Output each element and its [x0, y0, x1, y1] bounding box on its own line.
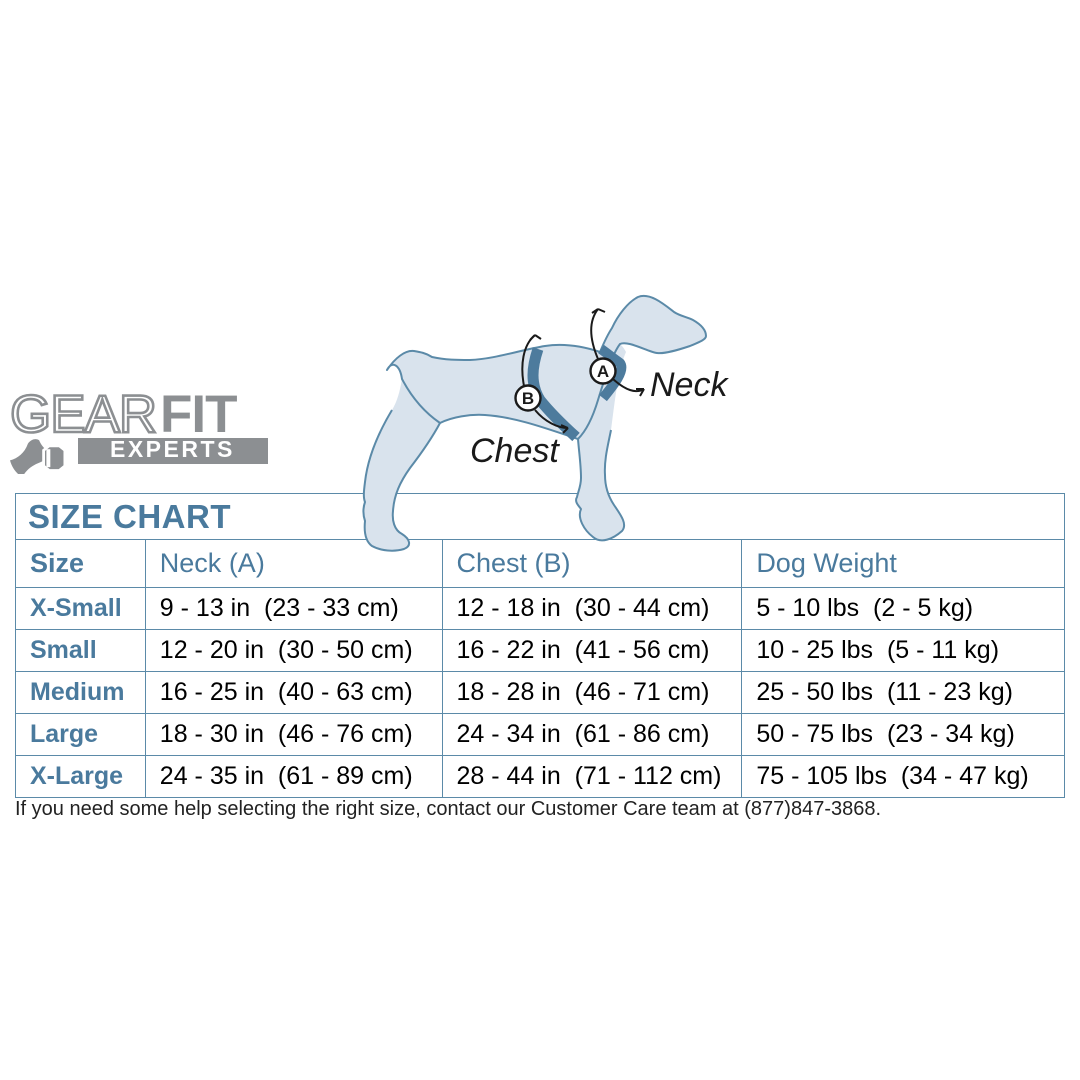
- svg-text:B: B: [522, 389, 534, 408]
- svg-text:Chest: Chest: [470, 432, 560, 470]
- svg-text:A: A: [597, 362, 609, 381]
- svg-text:Neck: Neck: [650, 366, 729, 404]
